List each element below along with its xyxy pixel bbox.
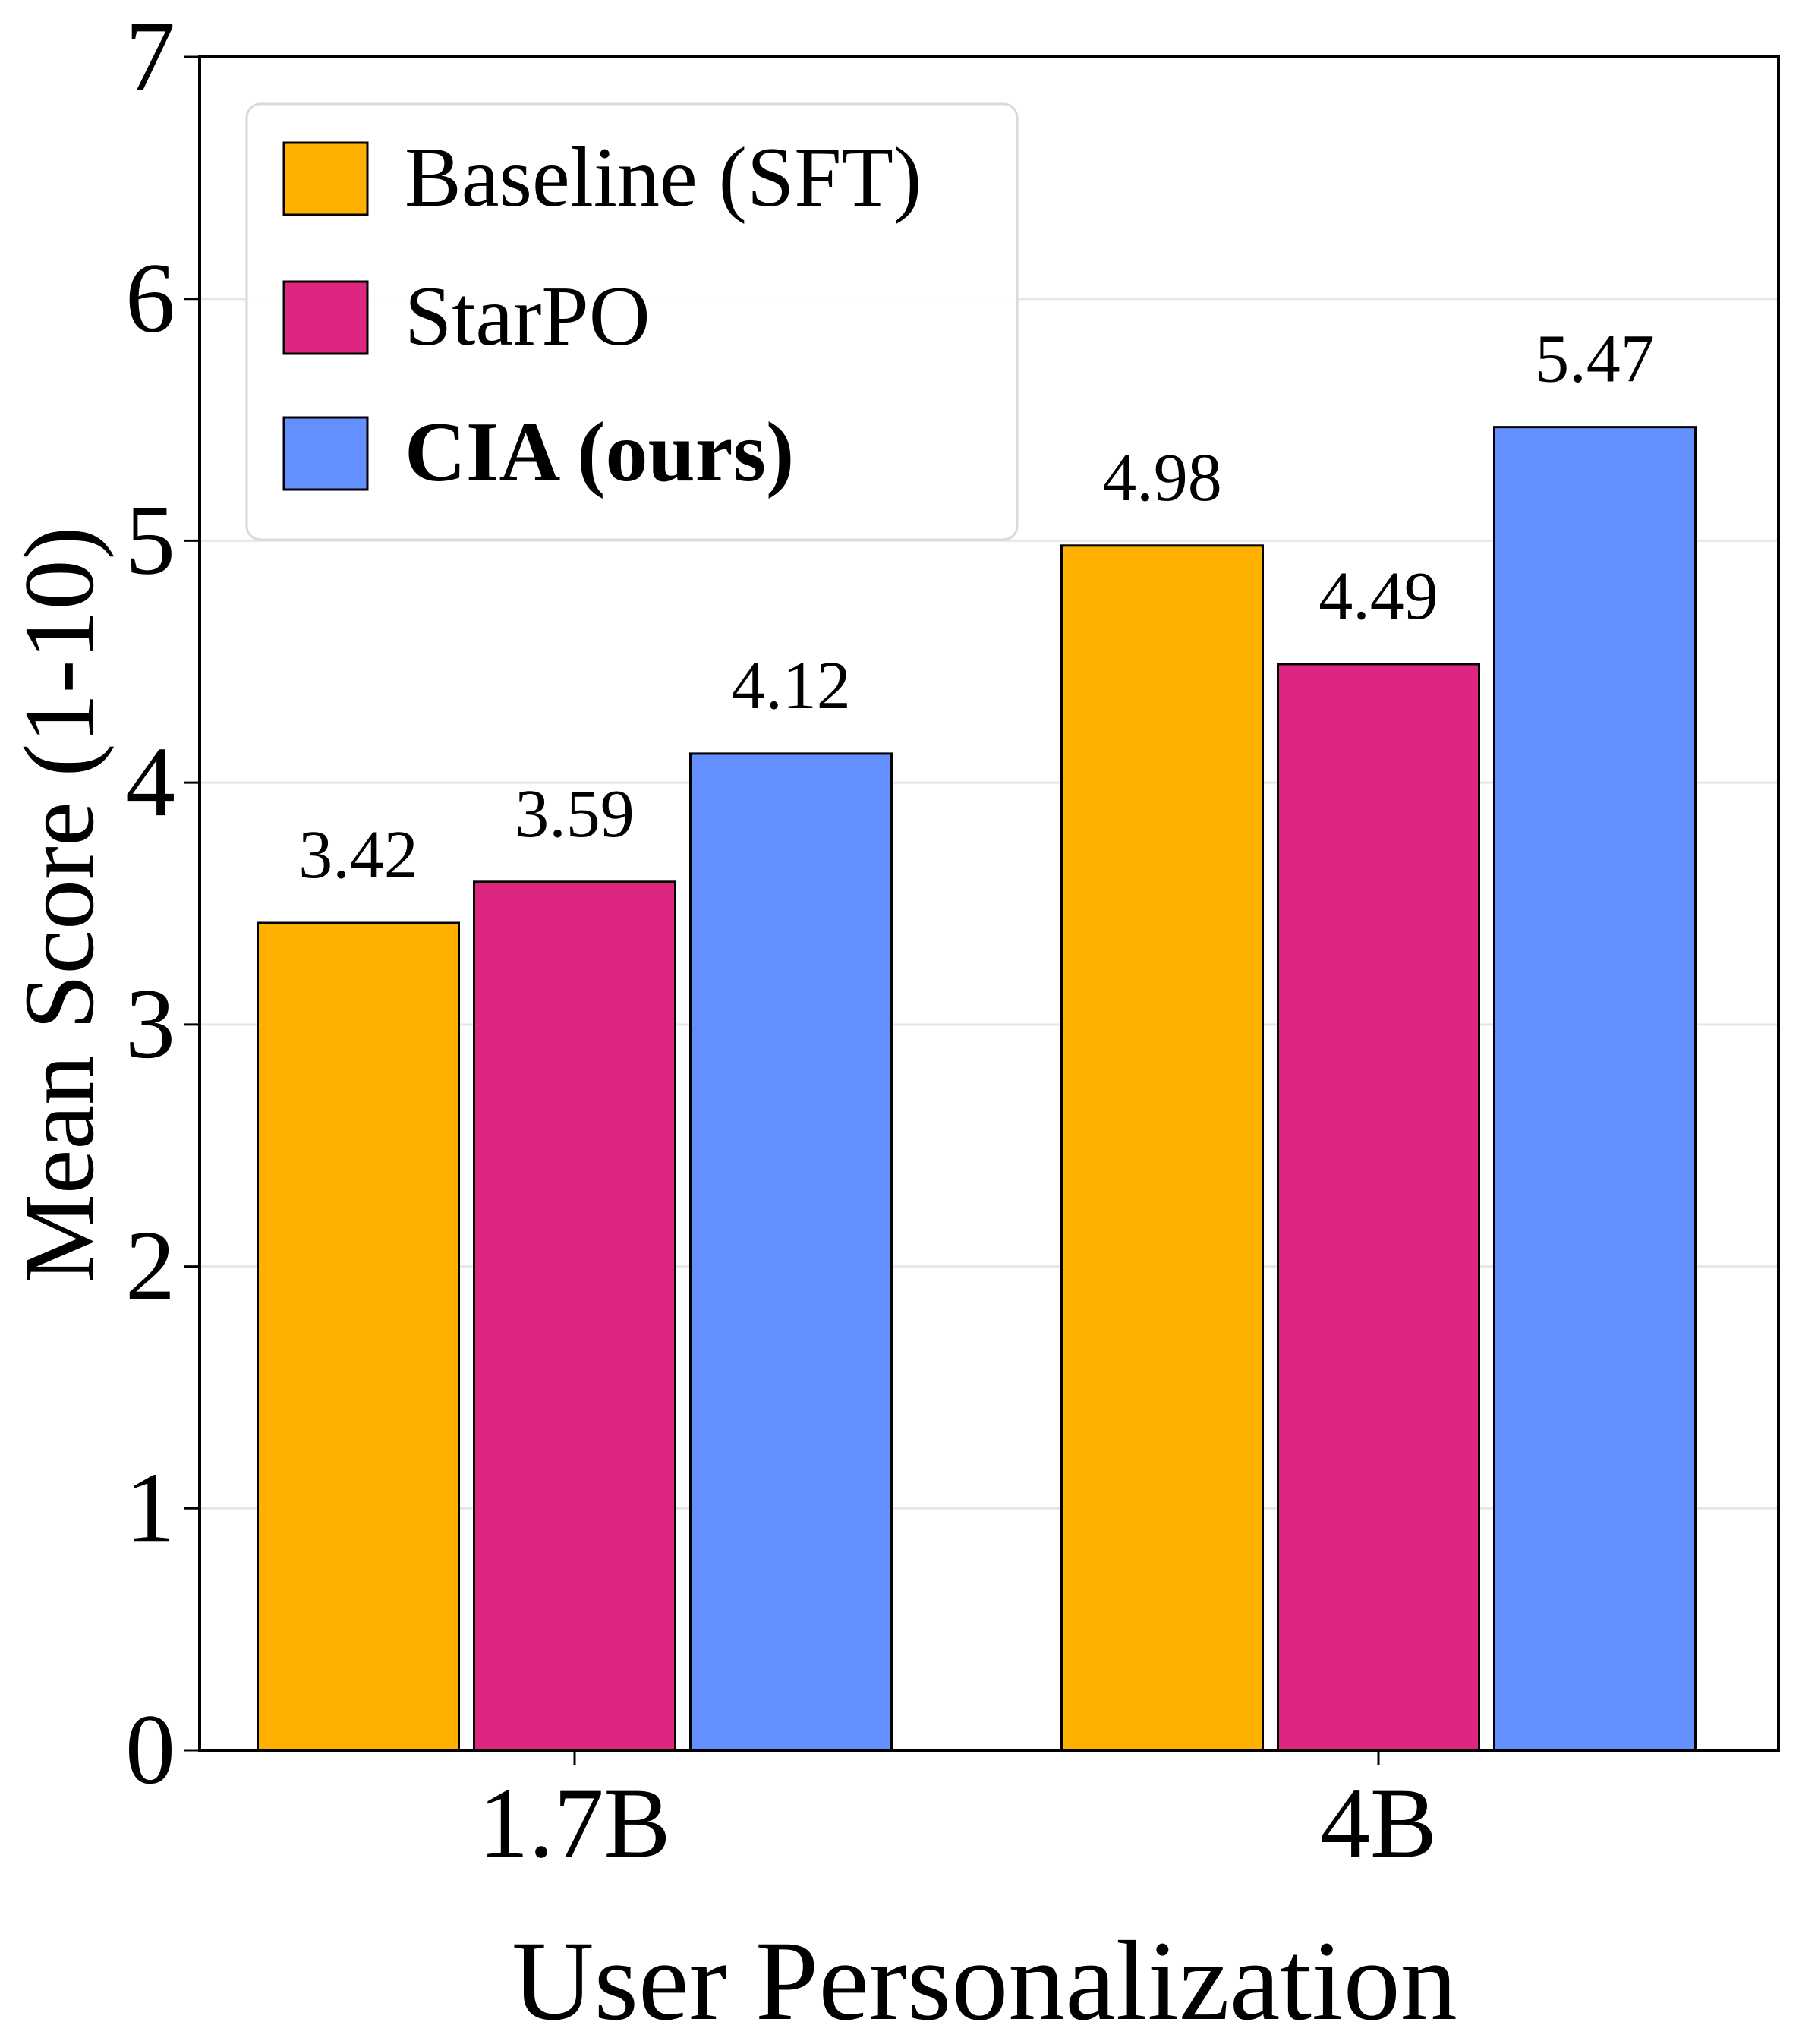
axes: 0 1 2 3 4 5 6 7 1.7B 4B (125, 0, 1780, 1879)
y-tick-label: 4 (125, 726, 175, 837)
y-tick-label: 3 (125, 968, 175, 1079)
bar-cia-ours-1-7b (689, 752, 893, 1752)
legend-swatch (282, 416, 369, 491)
data-label: 5.47 (1535, 322, 1655, 397)
y-axis-title: Mean Score (1-10) (3, 527, 115, 1283)
legend-label: StarPO (405, 269, 651, 364)
y-tick-label: 2 (125, 1210, 175, 1321)
y-tick-label: 7 (125, 0, 175, 112)
data-label: 3.42 (298, 817, 418, 893)
legend-swatch (282, 280, 369, 355)
y-tick-label: 0 (125, 1693, 175, 1805)
plot-frame (198, 55, 1780, 1752)
legend: Baseline (SFT) StarPO CIA (ours) (245, 102, 1019, 541)
y-tick-label: 1 (125, 1451, 175, 1563)
y-tick-label: 6 (125, 242, 175, 354)
bar-baseline-sft-4b (1060, 544, 1264, 1752)
bar-starpo-1-7b (473, 880, 676, 1752)
bars (257, 426, 1697, 1752)
data-labels: 3.42 3.59 4.12 4.98 4.49 5.47 (298, 322, 1655, 893)
x-tick-label: 4B (1320, 1767, 1437, 1879)
legend-swatch (282, 141, 369, 216)
bar-cia-ours-4b (1493, 426, 1697, 1752)
data-label: 4.12 (731, 648, 851, 723)
bar-baseline-sft-1-7b (257, 921, 460, 1752)
legend-box (245, 102, 1019, 541)
data-label: 3.59 (515, 776, 635, 852)
x-tick-label: 1.7B (478, 1767, 670, 1879)
x-axis-title: User Personalization (512, 1918, 1457, 2044)
legend-label: CIA (ours) (405, 405, 794, 499)
data-label: 4.49 (1319, 559, 1438, 634)
data-label: 4.98 (1102, 440, 1222, 515)
bar-starpo-4b (1277, 663, 1480, 1752)
y-tick-label: 5 (125, 483, 175, 595)
legend-label: Baseline (SFT) (405, 131, 922, 225)
